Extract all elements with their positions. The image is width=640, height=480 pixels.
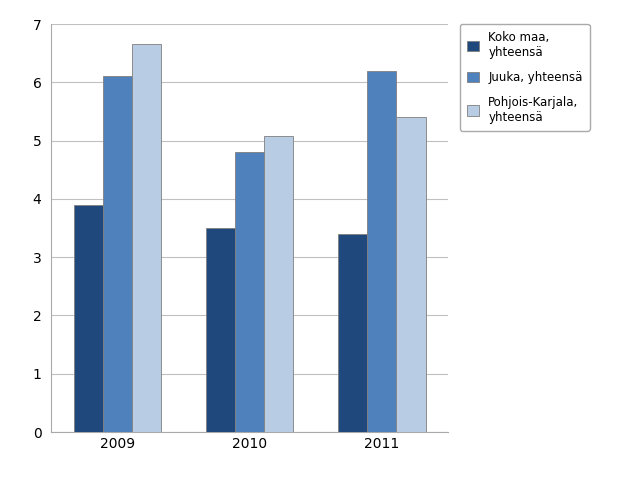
Bar <box>338 234 367 432</box>
Bar <box>264 136 293 432</box>
Bar <box>132 44 161 432</box>
Bar <box>103 76 132 432</box>
Legend: Koko maa,
yhteensä, Juuka, yhteensä, Pohjois-Karjala,
yhteensä: Koko maa, yhteensä, Juuka, yhteensä, Poh… <box>460 24 589 131</box>
Bar <box>367 71 396 432</box>
Bar <box>396 117 426 432</box>
Bar <box>74 204 103 432</box>
Bar <box>235 152 264 432</box>
Bar <box>206 228 235 432</box>
